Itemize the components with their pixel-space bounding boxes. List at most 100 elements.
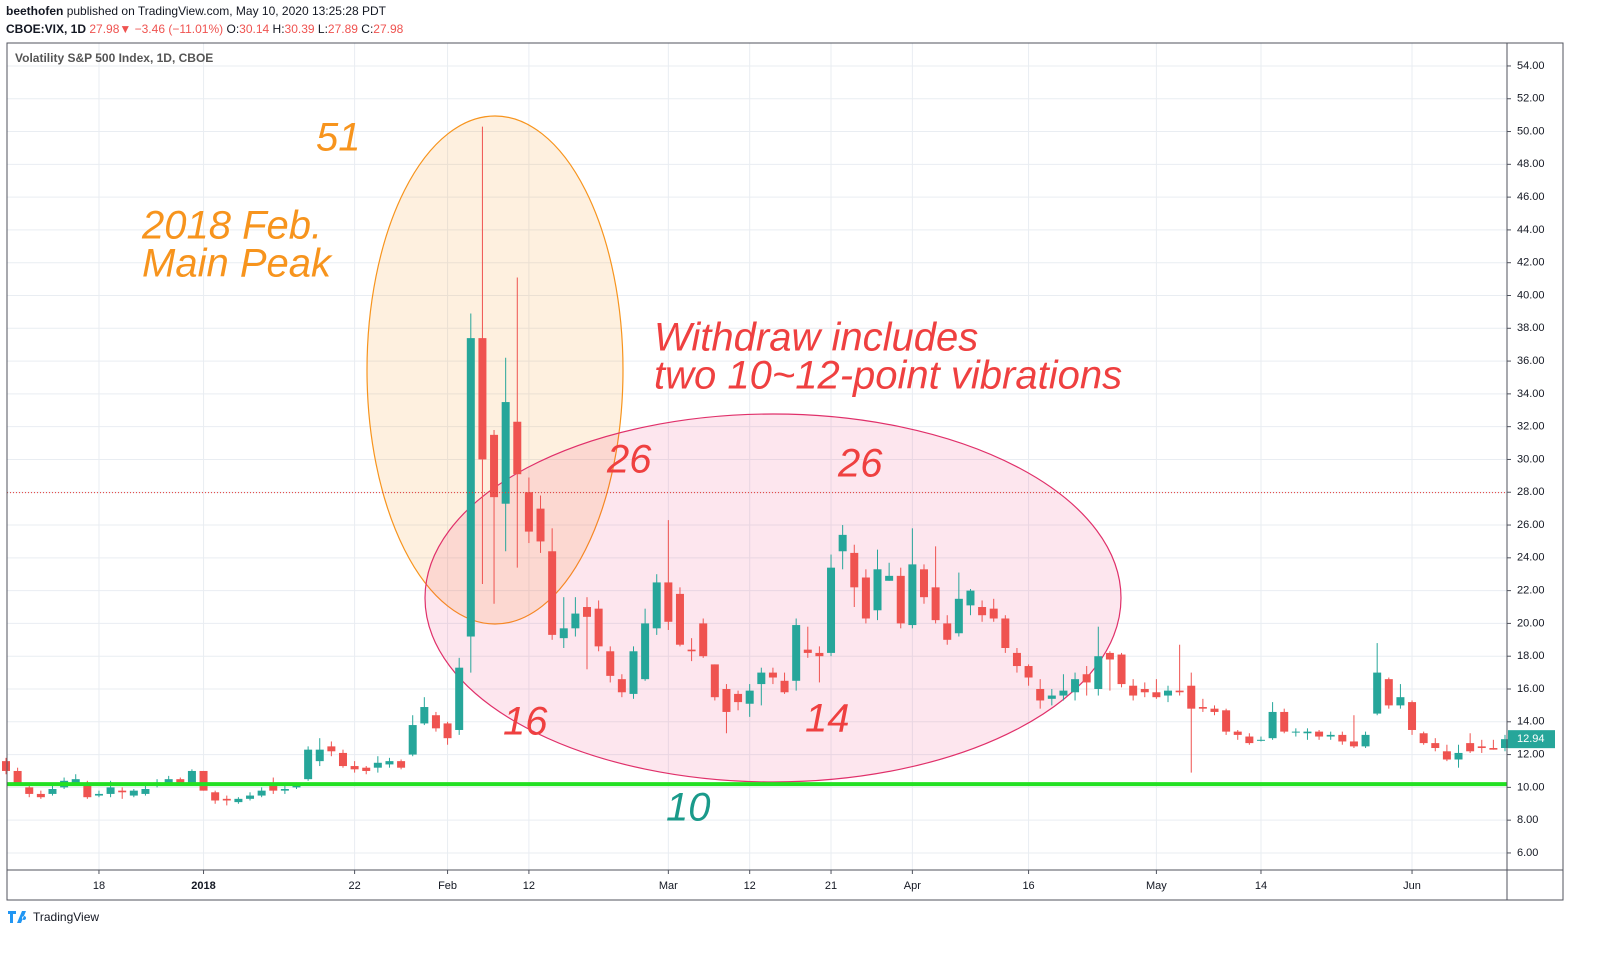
candle-body <box>664 582 673 622</box>
candle-body <box>885 575 894 581</box>
publish-line: beethofen published on TradingView.com, … <box>6 2 403 20</box>
y-tick-label: 24.00 <box>1517 552 1545 564</box>
candle-body <box>1431 743 1440 749</box>
header: beethofen published on TradingView.com, … <box>6 2 403 38</box>
candle-body <box>710 664 719 698</box>
candle-body <box>1059 690 1068 696</box>
candle-body <box>908 564 917 626</box>
candle-body <box>13 770 22 785</box>
candle-body <box>1419 733 1428 744</box>
y-tick-label: 8.00 <box>1517 814 1538 826</box>
candle-body <box>629 651 638 694</box>
candle-body <box>1024 666 1033 678</box>
candle-body <box>896 575 905 624</box>
candle-body <box>792 625 801 681</box>
candle-body <box>1245 736 1254 744</box>
candle-body <box>1117 654 1126 685</box>
y-tick-label: 44.00 <box>1517 224 1545 236</box>
candle-body <box>36 793 45 798</box>
footer-brand: TradingView <box>33 910 99 924</box>
candle-body <box>269 784 278 791</box>
candle-body <box>524 492 533 532</box>
h: 30.39 <box>284 22 315 36</box>
x-tick-label: Jun <box>1403 880 1421 892</box>
candle-body <box>94 793 103 796</box>
annotation: two 10~12-point vibrations <box>654 354 1122 398</box>
candle-body <box>304 749 313 780</box>
candle-body <box>83 782 92 798</box>
candle-body <box>1384 679 1393 706</box>
overlay: 12.94 51 2018 Feb.Main Peak Withdraw includ… <box>7 116 1555 830</box>
y-tick-label: 36.00 <box>1517 355 1545 367</box>
candle-body <box>931 587 940 621</box>
candle-body <box>757 672 766 685</box>
y-tick-label: 10.00 <box>1517 781 1545 793</box>
annotation: 16 <box>503 700 548 744</box>
candle-body <box>466 338 475 637</box>
candle-body <box>397 761 406 768</box>
candle-body <box>1489 748 1498 750</box>
candle-body <box>1082 674 1091 683</box>
candle-body <box>385 761 394 765</box>
y-tick-label: 48.00 <box>1517 158 1545 170</box>
candle-body <box>513 421 522 475</box>
candle-body <box>652 582 661 629</box>
annotation: 2018 Feb. <box>141 204 322 248</box>
x-tick-label: 12 <box>523 880 535 892</box>
candle-body <box>687 649 696 652</box>
candle-body <box>1280 711 1289 732</box>
l: 27.89 <box>327 22 358 36</box>
candle-body <box>25 787 34 794</box>
candle-body <box>1036 688 1045 701</box>
candle-body <box>246 795 255 799</box>
o: 30.14 <box>239 22 270 36</box>
candle-body <box>780 680 789 693</box>
candle-body <box>1326 734 1335 737</box>
y-tick-label: 46.00 <box>1517 191 1545 203</box>
candle-body <box>850 552 859 588</box>
candle-body <box>141 789 150 794</box>
candle-body <box>745 690 754 704</box>
candle-body <box>1466 743 1475 752</box>
candle-body <box>734 693 743 703</box>
candle-body <box>327 746 336 752</box>
y-tick-label: 34.00 <box>1517 388 1545 400</box>
candle-body <box>48 789 57 794</box>
last-value-box <box>1508 730 1555 749</box>
o-label: O: <box>226 22 240 36</box>
candle-body <box>1198 707 1207 709</box>
published: published on TradingView.com, May 10, 20… <box>66 4 386 18</box>
candle-body <box>2 761 10 771</box>
y-tick-label: 18.00 <box>1517 650 1545 662</box>
candle-body <box>1152 692 1161 698</box>
annotation: 26 <box>606 438 652 482</box>
candle-body <box>315 749 324 762</box>
candle-body <box>222 798 231 801</box>
y-tick-label: 40.00 <box>1517 289 1545 301</box>
x-tick-label: Apr <box>904 880 921 892</box>
last: 27.98 <box>89 22 120 36</box>
x-tick-label: 14 <box>1255 880 1267 892</box>
candle-body <box>571 613 580 629</box>
candle-body <box>490 434 499 498</box>
candle-body <box>1477 746 1486 749</box>
candle-body <box>675 593 684 645</box>
candle-body <box>861 577 870 619</box>
x-tick-label: 21 <box>825 880 837 892</box>
candle-body <box>1129 685 1138 696</box>
last-value-label: 12.94 <box>1517 733 1545 745</box>
frame <box>6 42 1564 901</box>
candle-body <box>919 569 928 598</box>
y-tick-label: 54.00 <box>1517 60 1545 72</box>
candle-body <box>338 752 347 767</box>
candle-body <box>815 652 824 657</box>
candle-body <box>164 779 173 783</box>
candle-body <box>478 338 487 460</box>
annotation: Withdraw includes <box>654 316 978 360</box>
annotation: 14 <box>805 697 850 741</box>
candle-body <box>803 649 812 653</box>
candle-body <box>199 770 208 791</box>
y-tick-label: 28.00 <box>1517 486 1545 498</box>
